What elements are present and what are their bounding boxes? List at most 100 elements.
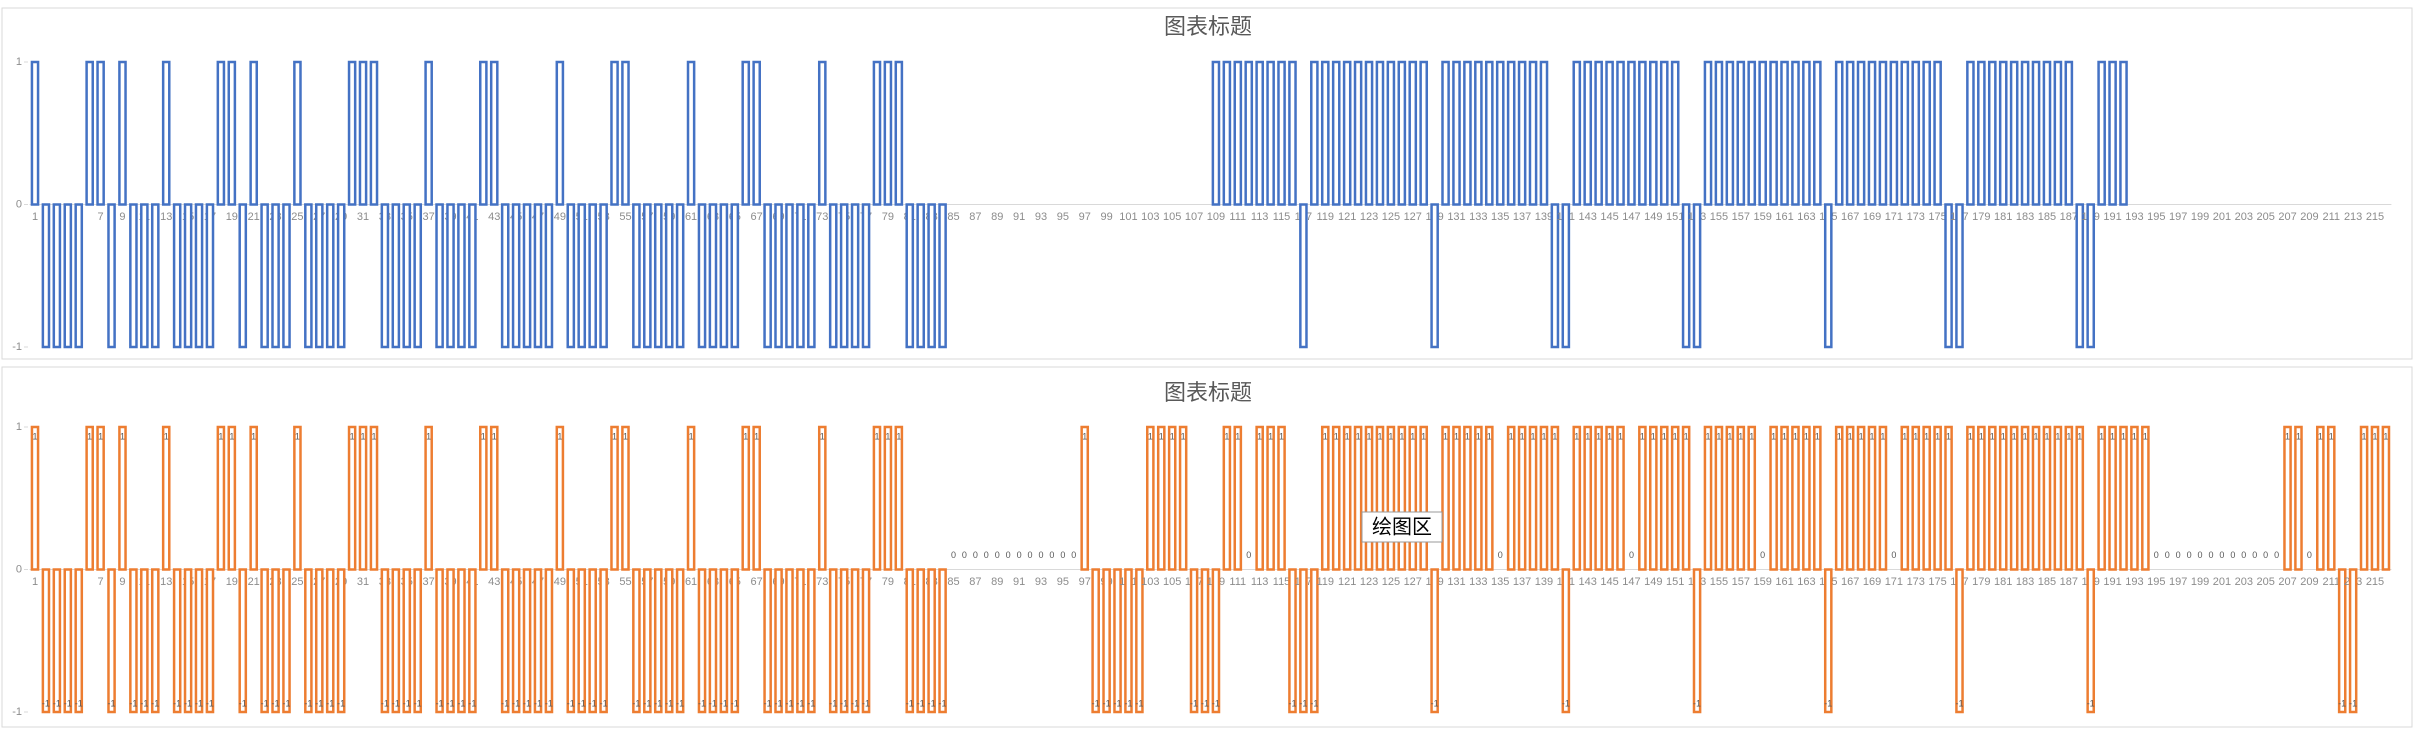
bar	[686, 425, 696, 571]
bar	[1813, 425, 1822, 571]
bar	[369, 60, 379, 206]
data-label: 1	[218, 431, 223, 441]
x-tick-label: 199	[2191, 576, 2209, 588]
x-tick-label: 37	[423, 211, 435, 223]
bar	[1834, 425, 1844, 571]
x-tick-label: 195	[2147, 211, 2165, 223]
x-tick-label: 43	[488, 211, 500, 223]
bar	[325, 568, 335, 714]
bar	[719, 568, 729, 714]
data-label: 0	[2241, 550, 2246, 560]
x-tick-label: 55	[619, 211, 631, 223]
bar	[336, 568, 346, 714]
data-label: -1	[1212, 698, 1220, 708]
data-label: 0	[984, 550, 989, 560]
data-label: 1	[1913, 431, 1918, 441]
bar	[1966, 60, 1975, 206]
chart-title: 图表标题	[1164, 14, 1252, 39]
data-label: -1	[381, 698, 389, 708]
data-label: -1	[195, 698, 203, 708]
data-label: -1	[436, 698, 444, 708]
bar	[1561, 203, 1571, 349]
data-label: 1	[1968, 431, 1973, 441]
bar	[314, 568, 324, 714]
bar	[785, 568, 794, 714]
x-tick-label: 115	[1273, 576, 1291, 588]
bar	[1769, 60, 1778, 206]
bar	[2326, 425, 2336, 571]
bar	[1178, 425, 1188, 571]
bar	[2009, 60, 2019, 206]
x-tick-label: 205	[2256, 576, 2274, 588]
data-label: 0	[2263, 550, 2268, 560]
x-tick-label: 207	[2278, 576, 2296, 588]
bar	[599, 568, 608, 714]
x-tick-label: 85	[947, 211, 959, 223]
bar	[1124, 568, 1133, 714]
bar	[63, 203, 73, 349]
data-label: 1	[1509, 431, 1514, 441]
bar	[1419, 60, 1429, 206]
bar	[1430, 568, 1439, 714]
bar	[1364, 60, 1374, 206]
x-tick-label: 79	[882, 576, 894, 588]
bar	[1714, 60, 1724, 206]
data-label: 1	[1738, 431, 1743, 441]
data-label: 1	[2121, 431, 2126, 441]
plots: -101135791113151719212325272931333537394…	[12, 56, 2392, 718]
bar	[2031, 60, 2041, 206]
data-label: 1	[2296, 431, 2301, 441]
x-tick-label: 145	[1600, 211, 1618, 223]
bar	[140, 203, 149, 349]
x-tick-label: 171	[1885, 211, 1903, 223]
data-label: 1	[295, 431, 300, 441]
data-label: 1	[2066, 431, 2071, 441]
bar	[1495, 60, 1505, 206]
data-label: -1	[501, 698, 509, 708]
x-tick-label: 13	[160, 576, 172, 588]
bar	[1944, 203, 1953, 349]
data-label: -1	[337, 698, 345, 708]
bar	[1659, 425, 1669, 571]
x-tick-label: 101	[1119, 211, 1137, 223]
bar	[336, 203, 346, 349]
bar	[238, 568, 248, 714]
x-tick-label: 197	[2169, 211, 2187, 223]
bar	[63, 568, 73, 714]
bar	[216, 425, 226, 571]
bar	[817, 60, 827, 206]
data-label: 1	[1848, 431, 1853, 441]
bar	[653, 203, 663, 349]
bar	[1769, 425, 1778, 571]
bar	[796, 568, 805, 714]
bar	[172, 568, 182, 714]
bar	[2141, 425, 2150, 571]
data-label: 1	[1859, 431, 1864, 441]
bar	[1747, 60, 1757, 206]
data-label: 1	[120, 431, 125, 441]
x-tick-label: 135	[1491, 211, 1509, 223]
bar	[522, 203, 532, 349]
bar	[927, 568, 936, 714]
bar	[752, 425, 761, 571]
data-label: -1	[326, 698, 334, 708]
bar	[817, 425, 827, 571]
data-label: -1	[545, 698, 553, 708]
bar	[1987, 60, 1997, 206]
bar	[1900, 60, 1910, 206]
data-label: -1	[392, 698, 400, 708]
bar	[1353, 60, 1363, 206]
data-label: 1	[1443, 431, 1448, 441]
data-label: -1	[239, 698, 247, 708]
bar	[1474, 60, 1483, 206]
bar	[227, 425, 237, 571]
x-tick-label: 73	[816, 211, 828, 223]
bar	[140, 568, 149, 714]
bar	[2097, 60, 2106, 206]
data-label: -1	[862, 698, 870, 708]
data-label: 1	[371, 431, 376, 441]
x-tick-label: 85	[947, 576, 959, 588]
data-label: 1	[1749, 431, 1754, 441]
bar	[347, 60, 357, 206]
x-tick-label: 169	[1863, 211, 1881, 223]
